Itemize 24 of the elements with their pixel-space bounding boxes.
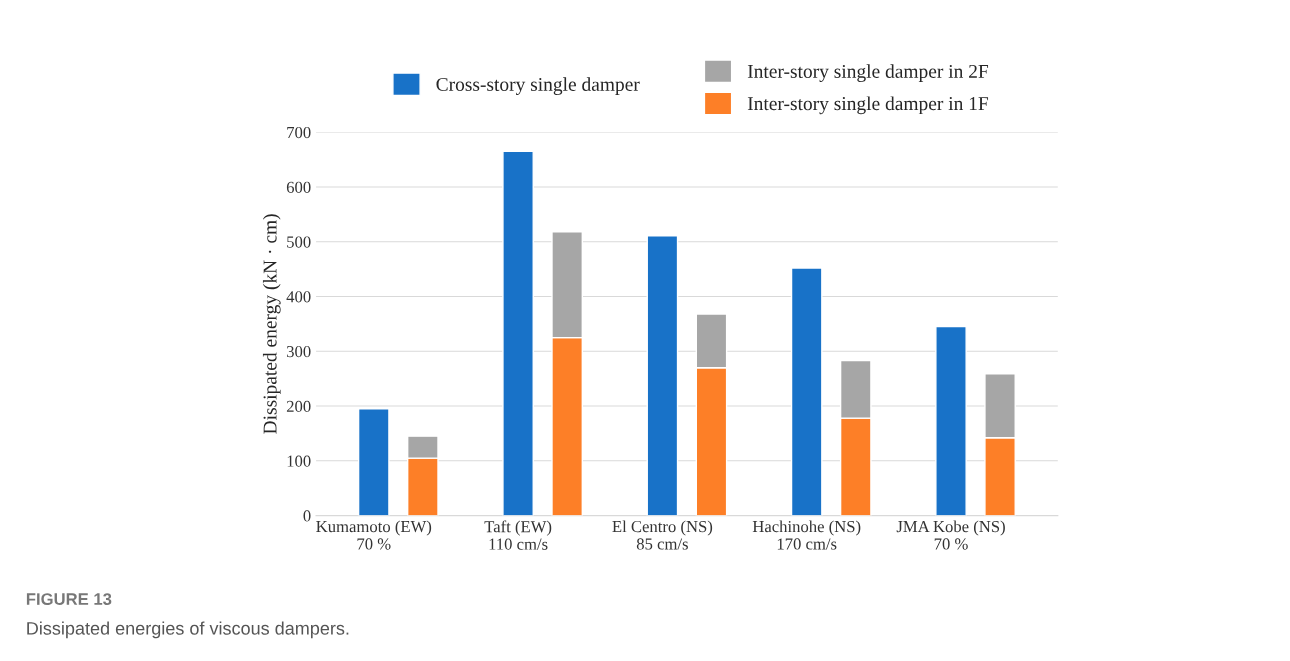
x-tick-label: El Centro (NS) 85 cm/s bbox=[612, 520, 713, 550]
y-tick-label: 300 bbox=[286, 345, 311, 358]
x-tick-label: Hachinohe (NS) 170 cm/s bbox=[752, 520, 861, 550]
y-tick-label: 600 bbox=[286, 181, 311, 193]
y-tick-label: 700 bbox=[287, 126, 311, 139]
bar bbox=[502, 150, 534, 516]
bar bbox=[790, 267, 823, 516]
x-tick-label: Kumamoto (EW) 70 % bbox=[316, 520, 432, 550]
bar bbox=[935, 325, 967, 516]
y-tick-label: 400 bbox=[286, 291, 311, 303]
y-tick-label: 100 bbox=[287, 455, 311, 467]
legend-label: Cross-story single damper bbox=[436, 77, 640, 95]
x-tick-label: JMA Kobe (NS) 70 % bbox=[896, 520, 1005, 550]
caption: FIGURE 13 bbox=[26, 593, 112, 605]
legend-label: Inter-story single damper in 2F bbox=[747, 64, 989, 82]
y-tick-label: 500 bbox=[287, 236, 311, 248]
y-axis-title: Dissipated energy (kN · cm) bbox=[262, 214, 281, 434]
bar bbox=[646, 235, 679, 516]
y-tick-label: 0 bbox=[303, 510, 311, 522]
x-tick-label: Taft (EW) 110 cm/s bbox=[484, 520, 552, 550]
bar bbox=[357, 408, 390, 516]
text: Dissipated energies of viscous dampers. bbox=[27, 621, 349, 639]
legend-label: Inter-story single damper in 1F bbox=[747, 96, 989, 115]
y-tick-label: 200 bbox=[286, 400, 311, 412]
